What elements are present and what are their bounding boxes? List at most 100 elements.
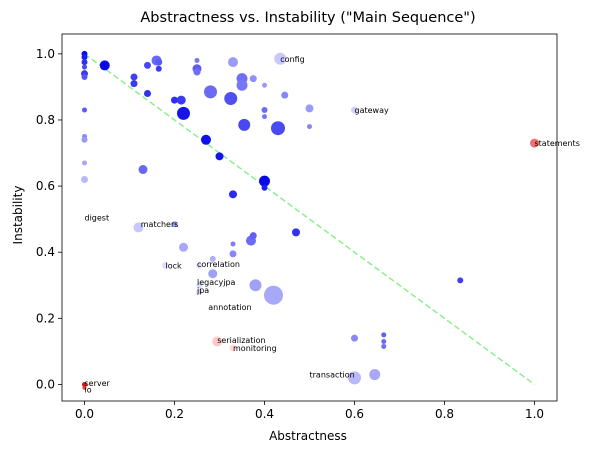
plot-frame	[61, 33, 558, 402]
point-annotation: lock	[166, 261, 183, 270]
data-point	[133, 222, 144, 233]
point-annotation: matchers	[141, 220, 179, 229]
data-point	[177, 106, 190, 120]
data-point	[81, 73, 88, 80]
y-axis-ticks: 0.0 0.2 0.4 0.6 0.8 1.0	[36, 47, 62, 391]
data-point	[249, 75, 257, 83]
point-annotation: serialization	[217, 336, 265, 345]
data-point	[348, 371, 361, 385]
data-point	[236, 79, 248, 91]
data-point	[81, 175, 88, 183]
data-point	[130, 73, 138, 81]
data-point	[209, 255, 216, 262]
y-tick-label: 0.2	[36, 311, 55, 325]
data-point	[144, 61, 151, 69]
data-point	[261, 107, 268, 114]
x-tick-label: 0.6	[345, 407, 364, 421]
chart-title: Abstractness vs. Instability ("Main Sequ…	[140, 10, 475, 26]
y-tick-label: 0.6	[36, 179, 55, 193]
data-point	[281, 91, 289, 99]
y-tick-label: 0.8	[36, 113, 55, 127]
data-point	[82, 385, 87, 390]
data-point	[307, 124, 312, 130]
data-point	[176, 95, 186, 105]
data-point	[381, 332, 387, 338]
data-point	[530, 138, 539, 148]
annotations-layer: configgatewaystatementsdigestmatchersloc…	[85, 55, 580, 395]
data-point	[228, 57, 238, 68]
data-point	[130, 80, 138, 88]
data-point	[193, 68, 201, 76]
data-point	[215, 152, 224, 161]
x-axis-label: Abstractness	[269, 429, 347, 443]
x-tick-label: 0.2	[165, 407, 184, 421]
point-annotation: digest	[85, 214, 110, 223]
data-point	[381, 343, 387, 349]
data-point	[171, 96, 178, 104]
data-point	[208, 269, 218, 279]
data-point	[196, 288, 203, 295]
point-annotation: server	[85, 379, 111, 388]
data-point	[381, 338, 387, 344]
y-tick-label: 1.0	[36, 47, 55, 61]
data-point	[81, 136, 88, 143]
data-point	[264, 285, 283, 305]
data-point	[196, 262, 203, 269]
data-point	[259, 175, 270, 187]
data-point	[155, 58, 163, 66]
y-axis-label: Instability	[11, 186, 25, 245]
data-point	[99, 60, 110, 71]
point-annotation: jpa	[196, 286, 209, 295]
x-tick-label: 0.4	[255, 407, 274, 421]
data-point	[82, 64, 87, 70]
x-tick-label: 1.0	[525, 407, 544, 421]
data-point	[305, 104, 314, 113]
data-point	[81, 59, 88, 66]
point-annotation: annotation	[208, 303, 251, 312]
data-point	[351, 106, 358, 114]
point-annotation: legacyjpa	[197, 278, 236, 287]
x-tick-label: 0.0	[75, 407, 94, 421]
data-point	[194, 57, 200, 63]
data-point	[271, 121, 285, 136]
x-tick-label: 0.8	[435, 407, 454, 421]
data-point	[81, 54, 88, 61]
data-point	[229, 190, 237, 199]
data-point	[229, 250, 237, 258]
data-point	[144, 90, 151, 98]
data-point	[82, 381, 87, 387]
data-point	[262, 114, 267, 120]
data-point	[162, 261, 169, 269]
points-layer	[81, 50, 539, 390]
data-point	[138, 165, 148, 175]
point-annotation: config	[280, 55, 304, 64]
data-point	[196, 282, 203, 289]
data-point	[82, 107, 87, 113]
data-point	[238, 118, 251, 131]
data-point	[155, 65, 162, 72]
data-point	[204, 85, 217, 99]
data-point	[229, 344, 237, 352]
point-annotation: io	[85, 385, 92, 394]
plot-area: configgatewaystatementsdigestmatchersloc…	[81, 50, 580, 395]
data-point	[179, 242, 188, 252]
data-point	[249, 279, 262, 292]
point-annotation: monitoring	[233, 344, 277, 353]
data-point	[171, 221, 178, 228]
data-point	[82, 160, 87, 166]
data-point	[261, 184, 268, 191]
data-point	[274, 52, 287, 65]
data-point	[457, 277, 464, 284]
point-annotation: transaction	[310, 371, 355, 380]
y-tick-label: 0.4	[36, 245, 55, 259]
data-point	[224, 91, 238, 105]
main-sequence-line	[84, 53, 535, 386]
data-point	[369, 369, 381, 381]
data-point	[292, 228, 300, 237]
point-annotation: gateway	[355, 106, 389, 115]
data-point	[212, 336, 223, 347]
data-point	[230, 241, 236, 247]
data-point	[201, 134, 211, 145]
point-annotation: correlation	[197, 260, 240, 269]
